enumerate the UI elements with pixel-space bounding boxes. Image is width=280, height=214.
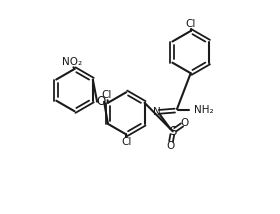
Text: N: N [153, 107, 161, 117]
Text: Cl: Cl [186, 19, 196, 29]
Text: S: S [169, 125, 176, 138]
Text: O: O [96, 95, 106, 108]
Text: O: O [167, 141, 175, 151]
Text: NH₂: NH₂ [194, 105, 213, 115]
Text: O: O [181, 118, 189, 128]
Text: NO₂: NO₂ [62, 57, 83, 67]
Text: Cl: Cl [102, 90, 112, 100]
Text: Cl: Cl [121, 137, 131, 147]
